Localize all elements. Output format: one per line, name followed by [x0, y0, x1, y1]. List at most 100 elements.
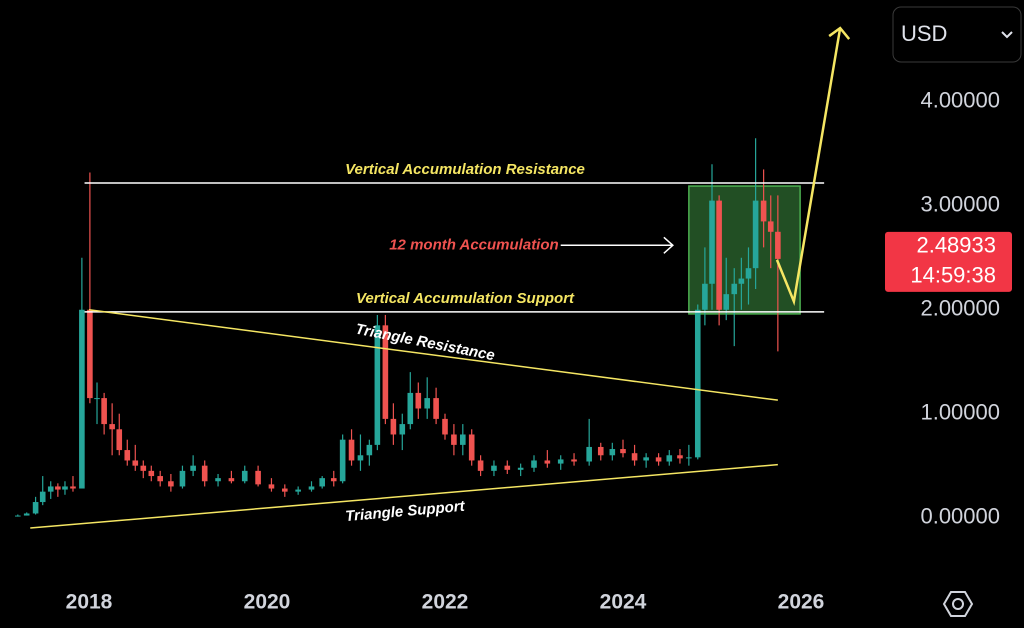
candle-body — [571, 459, 577, 462]
projection-line — [775, 27, 842, 306]
projection-head — [828, 26, 851, 40]
candle-body — [70, 486, 76, 489]
candle-body — [716, 200, 722, 310]
currency-label: USD — [901, 21, 947, 46]
x-tick-label: 2026 — [778, 591, 825, 614]
candle-body — [101, 398, 107, 425]
candle-body — [731, 283, 738, 295]
candle-body — [168, 481, 174, 487]
candle-body — [745, 268, 752, 279]
candle-body — [643, 457, 649, 461]
candle-body — [228, 478, 235, 482]
countdown-label: 14:59:38 — [910, 263, 996, 288]
candle-body — [442, 418, 448, 435]
candle-body — [215, 478, 221, 482]
candle-body — [760, 200, 767, 222]
candle-body — [390, 418, 397, 435]
currency-select[interactable] — [892, 6, 1022, 63]
candle-body — [374, 325, 381, 445]
candle-body — [460, 434, 466, 445]
candle-body — [79, 309, 85, 489]
candle-body — [666, 455, 673, 462]
candle-body — [775, 231, 781, 259]
candle-body — [424, 398, 430, 409]
candle-body — [631, 453, 638, 461]
candle-body — [330, 478, 337, 482]
candle-body — [15, 515, 21, 517]
y-tick-label: 4.00000 — [920, 88, 1000, 113]
candle-body — [468, 434, 475, 461]
candle-body — [308, 486, 315, 490]
candle-body — [709, 200, 715, 284]
x-tick-label: 2022 — [422, 591, 469, 614]
settings-icon-center — [952, 598, 964, 610]
candle-body — [609, 449, 616, 456]
candle-body — [339, 439, 346, 482]
annotation-label: Vertical Accumulation Support — [356, 290, 575, 307]
y-tick-label: 3.00000 — [920, 192, 1000, 217]
candle-body — [702, 283, 708, 310]
candle-body — [694, 309, 701, 458]
candle-body — [109, 424, 115, 430]
candle-body — [477, 460, 484, 471]
y-tick-label: 1.00000 — [920, 400, 1000, 425]
candle-body — [116, 429, 123, 451]
candle-body — [348, 439, 355, 461]
candle-body — [655, 457, 662, 462]
candle-body — [357, 455, 364, 461]
x-tick-label: 2024 — [600, 591, 647, 614]
candle-body — [62, 486, 68, 490]
settings-icon[interactable] — [942, 591, 974, 617]
candle-body — [132, 460, 139, 466]
candle-body — [179, 470, 186, 487]
candle-body — [686, 457, 692, 459]
candle-body — [148, 470, 155, 477]
candle-body — [282, 488, 288, 492]
candle-body — [767, 221, 774, 232]
candle-body — [415, 392, 422, 409]
candle-body — [39, 491, 46, 503]
candle-body — [382, 325, 389, 419]
candle-body — [366, 444, 373, 456]
y-tick-label: 0.00000 — [920, 503, 1000, 528]
candle-body — [268, 484, 275, 489]
candle-body — [752, 200, 759, 269]
dropdown-caret — [1001, 31, 1013, 39]
candle-body — [544, 460, 551, 464]
x-tick-label: 2018 — [66, 591, 113, 614]
candle-body — [517, 467, 524, 470]
candle-body — [433, 398, 439, 419]
candle-body — [157, 476, 163, 482]
annotation-label: Vertical Accumulation Resistance — [345, 161, 585, 178]
annotation-label: Triangle Support — [345, 498, 467, 525]
candle-body — [23, 513, 30, 516]
candle-body — [124, 450, 131, 461]
candle-body — [399, 424, 406, 435]
x-tick-label: 2020 — [244, 591, 291, 614]
price-label: 2.48933 — [916, 233, 996, 258]
candle-body — [586, 446, 592, 462]
candle-body — [319, 478, 325, 487]
candle-body — [677, 455, 683, 459]
candle-body — [451, 434, 457, 445]
candle-body — [557, 459, 564, 464]
candle-body — [295, 489, 301, 492]
y-tick-label: 2.00000 — [920, 296, 1000, 321]
candle-body — [32, 502, 39, 514]
arrow-head — [663, 236, 674, 254]
arrow-label: 12 month Accumulation — [389, 236, 558, 253]
candle-body — [504, 465, 511, 470]
candle-body — [620, 449, 626, 454]
candle-body — [531, 460, 537, 468]
annotation-line — [30, 463, 778, 529]
candle-body — [94, 398, 100, 400]
candle-body — [55, 486, 61, 490]
candle-body — [597, 446, 604, 456]
candle-body — [241, 470, 248, 482]
candle-body — [407, 392, 414, 425]
candle-body — [738, 278, 745, 284]
candle-body — [201, 465, 208, 482]
candle-body — [723, 294, 730, 310]
